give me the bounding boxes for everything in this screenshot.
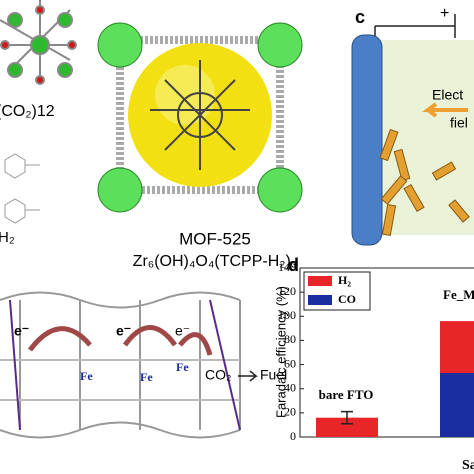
metal-label: Fe — [140, 370, 153, 384]
y-tick-label: 0 — [290, 429, 296, 443]
reactant: CO₂ — [205, 367, 231, 383]
electron-label: e⁻ — [116, 323, 131, 339]
polarity: + — [440, 5, 449, 22]
category-label: bare FTO — [319, 387, 374, 402]
field-text: Elect — [432, 87, 463, 103]
category-label: Fe_M — [443, 287, 474, 302]
legend-swatch — [308, 276, 332, 286]
panel-label: d — [288, 255, 299, 275]
plot-frame — [299, 267, 474, 438]
y-tick-label: 40 — [284, 380, 296, 394]
electrode-setup — [351, 14, 474, 246]
y-axis-label: Faradaic efficiency (%) — [273, 286, 288, 418]
reaction-arrow — [238, 370, 259, 382]
electron-arrows — [28, 325, 213, 356]
bar-segment — [440, 321, 474, 374]
y-tick-label: 120 — [278, 284, 296, 298]
metal-label: Fe — [176, 360, 189, 374]
y-tick-label: 20 — [284, 405, 296, 419]
polymer-chain — [0, 291, 241, 439]
mof-framework — [97, 22, 303, 213]
y-tick-label: 80 — [284, 332, 296, 346]
product: Fuel — [260, 367, 287, 383]
ligand-sketch — [4, 153, 40, 224]
legend-label: CO — [338, 292, 356, 306]
cluster-structure — [0, 0, 77, 85]
metal-label: Fe — [80, 369, 93, 383]
bar-chart: d Faradaic efficiency (%) Sa 0 20 40 60 80 10… — [273, 255, 474, 473]
x-axis-label: Sa — [462, 458, 474, 473]
error-bar — [341, 410, 353, 425]
y-tick-label: 140 — [278, 260, 296, 274]
y-tick-label: 60 — [284, 356, 296, 370]
electron-label: e⁻ — [14, 323, 29, 339]
legend-swatch — [308, 295, 332, 305]
ligand-fragment: H₂ — [0, 229, 15, 246]
legend-label: H₂ — [338, 273, 351, 287]
bar-segment — [440, 373, 474, 437]
y-tick-label: 100 — [278, 308, 296, 322]
field-text: fiel — [450, 115, 468, 131]
panel-label: c — [355, 7, 365, 27]
formula-fragment: (CO₂)12 — [0, 103, 55, 120]
bar-segment — [316, 417, 378, 437]
mof-formula: Zr₆(OH)₄O₄(TCPP-H₂)₃ — [133, 253, 298, 270]
electron-label: e⁻ — [175, 323, 190, 339]
mof-name: MOF-525 — [179, 229, 251, 248]
